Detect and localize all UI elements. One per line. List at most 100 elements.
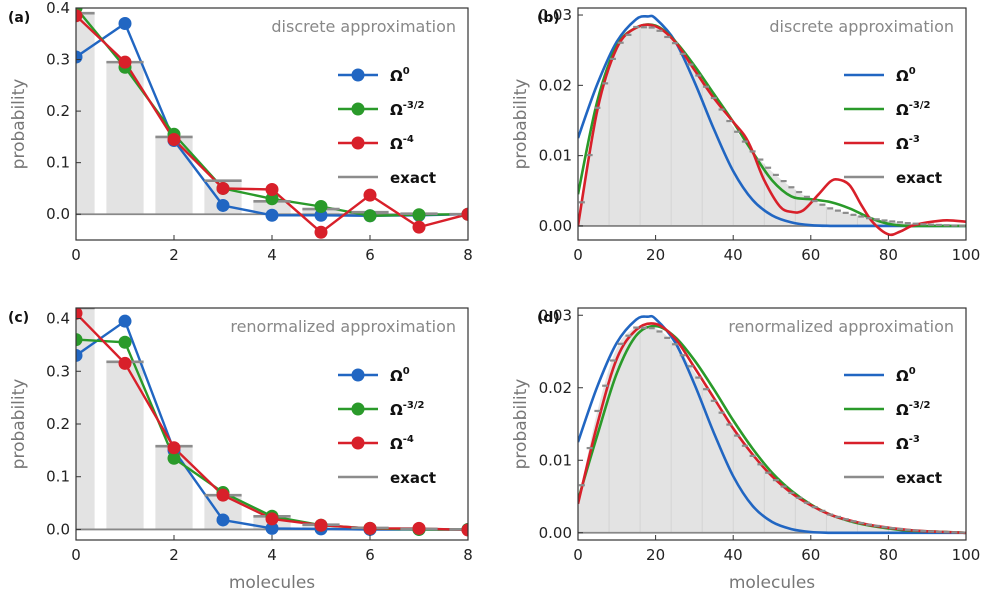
- series-point-2: [412, 521, 426, 535]
- exact-area: [578, 25, 966, 226]
- panel-label: (c): [8, 310, 29, 326]
- x-axis-label: molecules: [729, 573, 815, 593]
- x-tick-label: 100: [952, 546, 981, 564]
- legend-label: Ω-3/2: [896, 400, 931, 419]
- plot-area: [76, 308, 468, 537]
- legend-label: Ω-4: [390, 134, 414, 153]
- panel-title: discrete approximation: [769, 17, 954, 36]
- legend-marker: [351, 102, 365, 116]
- series-point-1: [118, 335, 132, 349]
- series-point-1: [167, 451, 181, 465]
- y-tick-label: 0.2: [46, 415, 70, 433]
- panel-label: (b): [537, 10, 560, 26]
- y-tick-label: 0.4: [46, 310, 70, 328]
- series-point-2: [76, 9, 83, 23]
- histogram-bar: [76, 13, 95, 215]
- y-tick-label: 0.4: [46, 0, 70, 17]
- x-tick-label: 4: [267, 246, 277, 264]
- y-tick-label: 0.03: [539, 306, 572, 324]
- y-tick-label: 0.01: [539, 451, 572, 469]
- series-line-0: [578, 314, 966, 535]
- plot-frame: [577, 7, 967, 241]
- x-tick-label: 20: [646, 546, 665, 564]
- y-tick-label: 0.3: [46, 51, 70, 69]
- series-point-2: [216, 488, 230, 502]
- legend-label: Ω0: [896, 366, 916, 385]
- x-tick-label: 60: [801, 246, 820, 264]
- y-tick-label: 0.00: [539, 217, 572, 235]
- x-tick-label: 0: [573, 546, 583, 564]
- y-tick-label: 0.02: [539, 379, 572, 397]
- series-point-0: [265, 521, 279, 535]
- x-tick-label: 100: [952, 246, 981, 264]
- y-axis-label: probability: [9, 79, 29, 170]
- series-point-0: [118, 314, 132, 328]
- legend-label: Ω-3: [896, 434, 920, 453]
- histogram-bar: [106, 361, 144, 530]
- x-tick-label: 40: [724, 546, 743, 564]
- x-tick-label: 20: [646, 246, 665, 264]
- x-tick-label: 40: [724, 246, 743, 264]
- series-point-1: [76, 333, 83, 347]
- x-tick-label: 8: [463, 246, 473, 264]
- y-tick-label: 0.03: [539, 6, 572, 24]
- legend-marker: [351, 436, 365, 450]
- y-tick-label: 0.02: [539, 76, 572, 94]
- series-point-2: [118, 356, 132, 370]
- legend-marker: [351, 402, 365, 416]
- y-tick-label: 0.0: [46, 205, 70, 223]
- x-tick-label: 6: [365, 246, 375, 264]
- legend-label: Ω-3/2: [390, 100, 425, 119]
- series-point-0: [265, 208, 279, 222]
- series-point-1: [363, 209, 377, 223]
- x-tick-label: 8: [463, 546, 473, 564]
- legend-label: exact: [896, 169, 942, 187]
- legend-marker: [351, 68, 365, 82]
- legend-label: Ω0: [896, 66, 916, 85]
- series-point-1: [265, 192, 279, 206]
- panel-c: 0 2 4 6 8 0.0 0.1 0.2 0.3 0.4 probability molecules…: [8, 307, 473, 593]
- panel-d: 0 20 40 60 80 100 0.00 0.01 0.02 0.03 probability m…: [511, 306, 980, 593]
- legend-label: Ω-3/2: [390, 400, 425, 419]
- series-point-1: [412, 208, 426, 222]
- y-tick-label: 0.2: [46, 102, 70, 120]
- panel-b: 0 20 40 60 80 100 0.00 0.01 0.02 0.03 probability (…: [511, 6, 980, 264]
- series-point-2: [216, 181, 230, 195]
- x-tick-label: 0: [573, 246, 583, 264]
- series-point-2: [461, 207, 468, 221]
- histogram-bar: [76, 308, 95, 530]
- y-tick-label: 0.1: [46, 468, 70, 486]
- x-tick-label: 4: [267, 546, 277, 564]
- series-point-2: [314, 225, 328, 239]
- panel-title: renormalized approximation: [230, 317, 456, 336]
- series-point-0: [216, 198, 230, 212]
- legend-label: exact: [390, 169, 436, 187]
- y-tick-label: 0.00: [539, 524, 572, 542]
- series-line-2: [578, 23, 966, 237]
- y-axis-label: probability: [9, 379, 29, 470]
- legend-label: Ω0: [390, 366, 410, 385]
- histogram-bar: [253, 201, 291, 215]
- panel-a: 0 2 4 6 8 0.0 0.1 0.2 0.3 0.4 probability (a) discre…: [8, 0, 473, 264]
- x-tick-label: 2: [169, 246, 179, 264]
- series-point-0: [118, 16, 132, 30]
- plot-frame: [577, 307, 967, 541]
- series-point-2: [76, 308, 83, 320]
- legend-label: Ω-3/2: [896, 100, 931, 119]
- series-point-2: [314, 518, 328, 532]
- x-tick-label: 80: [879, 246, 898, 264]
- series-point-2: [461, 523, 468, 537]
- series-point-1: [314, 199, 328, 213]
- legend-marker: [351, 368, 365, 382]
- x-tick-label: 60: [801, 546, 820, 564]
- x-tick-label: 0: [71, 546, 81, 564]
- series-point-2: [412, 220, 426, 234]
- legend-label: exact: [390, 469, 436, 487]
- y-tick-label: 0.01: [539, 147, 572, 165]
- plot-area: [578, 314, 966, 535]
- panel-label: (d): [537, 310, 560, 326]
- series-point-2: [363, 521, 377, 535]
- x-tick-label: 80: [879, 546, 898, 564]
- plot-area: [578, 14, 966, 237]
